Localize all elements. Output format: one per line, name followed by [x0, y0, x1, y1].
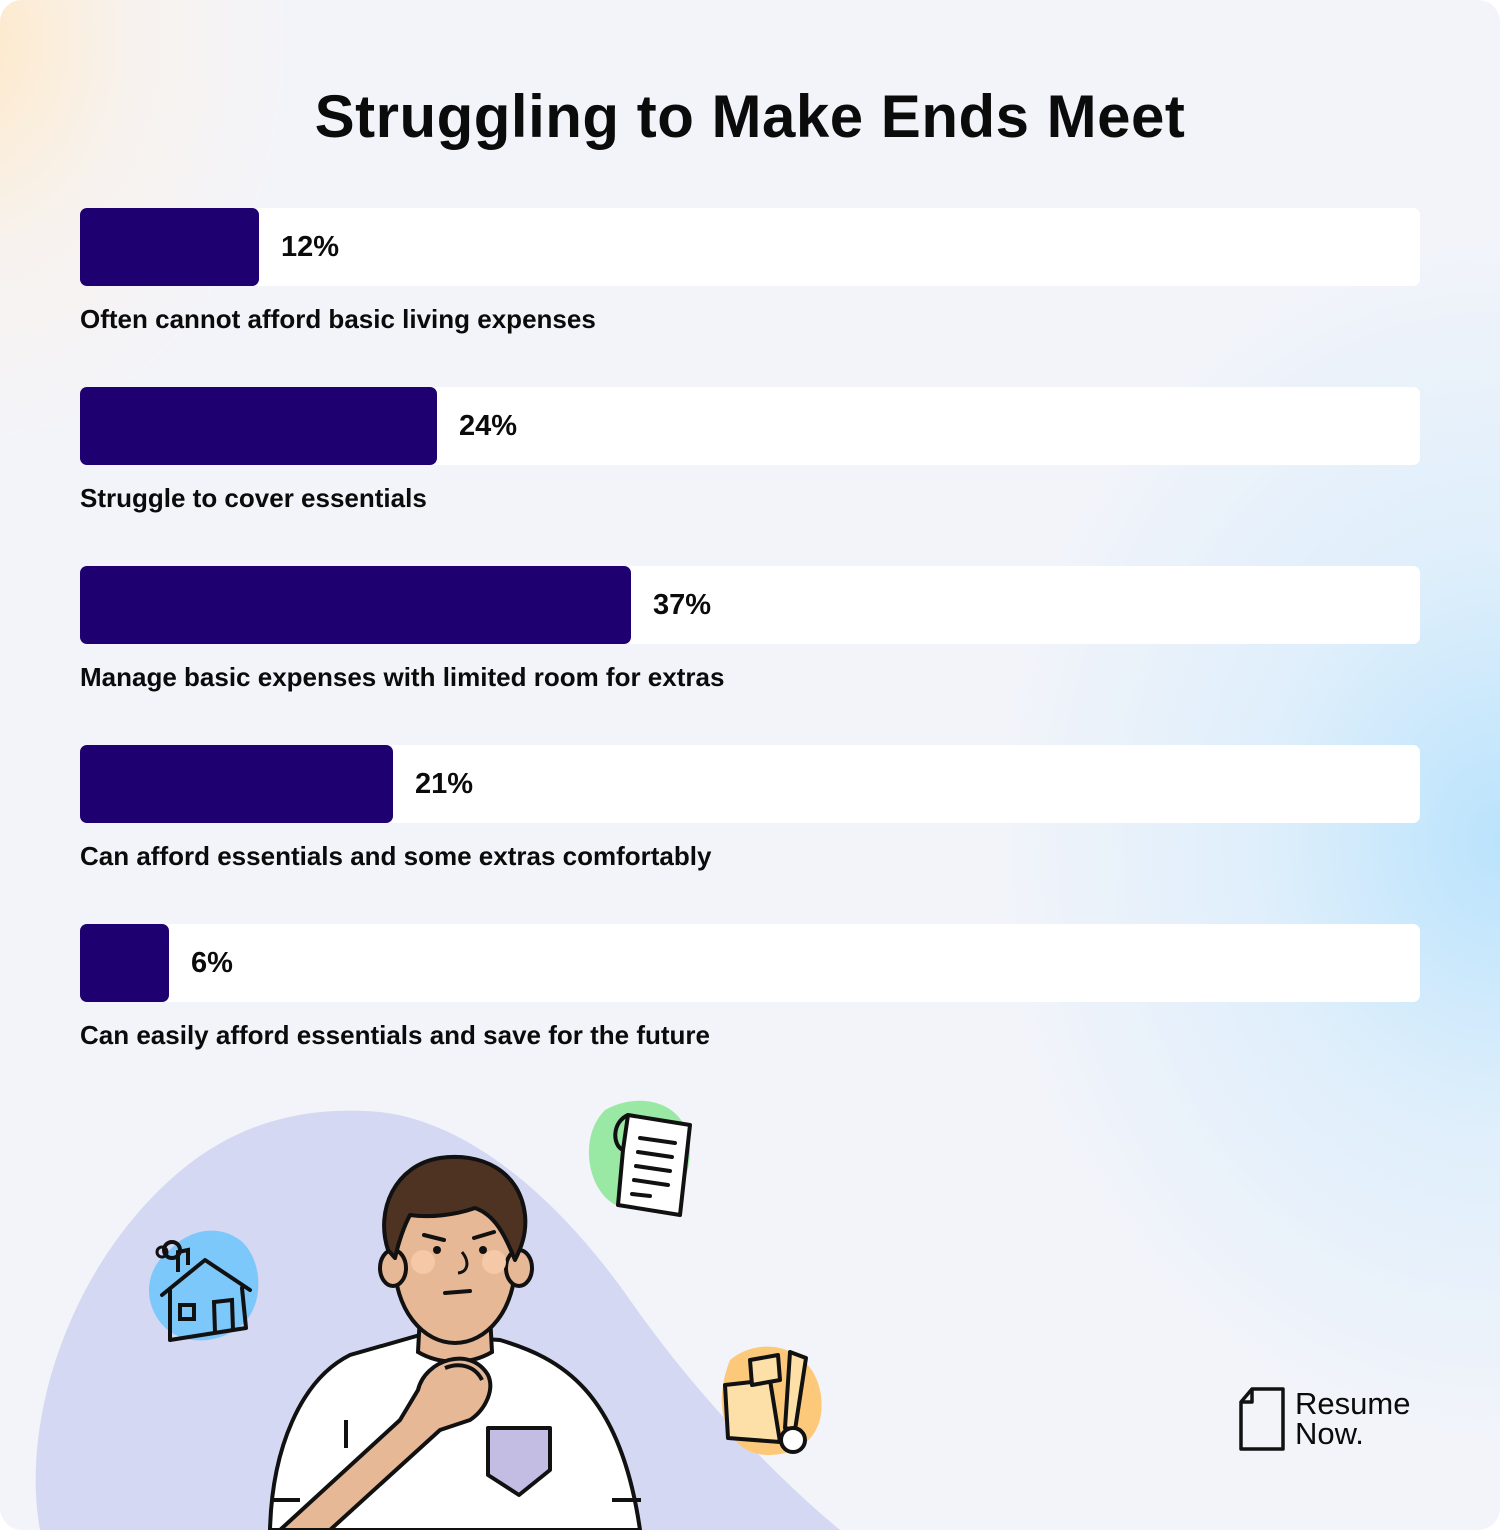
bar-value-label: 12% — [281, 231, 340, 263]
resume-now-logo: Resume Now. — [1238, 1384, 1428, 1454]
receipt-icon — [588, 1100, 692, 1217]
bar-category-label: Can afford essentials and some extras co… — [80, 841, 712, 871]
logo-text-line-1: Resume — [1295, 1386, 1411, 1421]
bar — [80, 208, 259, 286]
bar — [80, 566, 631, 644]
bar-value-label: 37% — [653, 589, 712, 621]
bar — [80, 924, 169, 1002]
bar-value-label: 6% — [191, 947, 233, 979]
bar-track — [80, 924, 1420, 1002]
bar-value-label: 24% — [459, 410, 518, 442]
bar-group: 24% Struggle to cover essentials — [80, 387, 1420, 527]
bar-group: 37% Manage basic expenses with limited ro… — [80, 566, 1420, 706]
bar-category-label: Often cannot afford basic living expense… — [80, 304, 596, 334]
bar-group: 12% Often cannot afford basic living expe… — [80, 208, 1420, 348]
chart-title: Struggling to Make Ends Meet — [314, 83, 1186, 150]
house-icon — [148, 1230, 259, 1342]
bar-category-label: Can easily afford essentials and save fo… — [80, 1020, 710, 1050]
bar-value-label: 21% — [415, 768, 474, 800]
bar-group: 6% Can easily afford essentials and save … — [80, 924, 1420, 1064]
bar — [80, 745, 393, 823]
thinking-man — [267, 1155, 643, 1530]
grocery-bag-icon — [721, 1346, 822, 1455]
bar-category-label: Struggle to cover essentials — [80, 483, 427, 513]
logo-text-line-2: Now. — [1295, 1416, 1364, 1451]
bar — [80, 387, 437, 465]
bar-track — [80, 208, 1420, 286]
illustration — [35, 1100, 840, 1530]
bar-group: 21% Can afford essentials and some extras… — [80, 745, 1420, 885]
document-logo-icon — [1239, 1387, 1285, 1451]
bar-category-label: Manage basic expenses with limited room … — [80, 662, 725, 692]
